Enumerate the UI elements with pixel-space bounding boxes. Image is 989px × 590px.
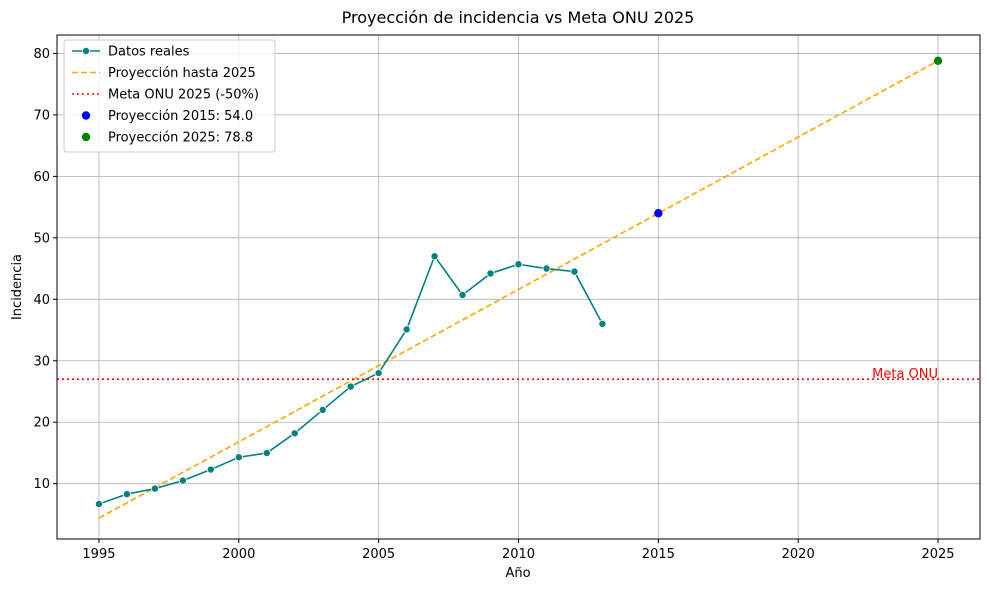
- real-data-point: [94, 499, 103, 508]
- real-data-point: [514, 260, 523, 269]
- legend-label: Proyección hasta 2025: [108, 66, 256, 81]
- x-tick-label: 2015: [642, 547, 675, 562]
- legend-label: Proyección 2015: 54.0: [108, 109, 253, 124]
- projection-2015-point: [654, 209, 663, 218]
- y-tick-label: 50: [33, 231, 50, 246]
- y-tick-label: 10: [33, 477, 50, 492]
- real-data-point: [290, 429, 299, 438]
- legend-box: [63, 39, 276, 153]
- x-tick-label: 2020: [782, 547, 815, 562]
- x-tick-label: 2010: [502, 547, 535, 562]
- legend-label: Meta ONU 2025 (-50%): [108, 88, 259, 103]
- real-data-point: [262, 448, 271, 457]
- x-tick-label: 2025: [921, 547, 954, 562]
- chart-title: Proyección de incidencia vs Meta ONU 202…: [342, 8, 695, 27]
- real-data-point: [150, 484, 159, 493]
- grid: [57, 35, 980, 539]
- real-data-point: [542, 264, 551, 273]
- x-axis-label: Año: [505, 566, 530, 581]
- legend-label: Datos reales: [108, 45, 190, 60]
- y-tick-label: 30: [33, 354, 50, 369]
- x-tick-label: 1995: [82, 547, 115, 562]
- y-tick-label: 60: [33, 170, 50, 185]
- y-axis-label: Incidencia: [10, 254, 25, 320]
- real-data-point: [430, 252, 439, 261]
- legend-label: Proyección 2025: 78.8: [108, 131, 253, 146]
- annotations: Meta ONU: [872, 367, 938, 382]
- real-data-point: [122, 490, 131, 499]
- real-data-point: [234, 453, 243, 462]
- x-tick-label: 2000: [222, 547, 255, 562]
- y-tick-label: 40: [33, 293, 50, 308]
- y-tick-label: 70: [33, 108, 50, 123]
- y-tick-label: 80: [33, 47, 50, 62]
- real-data-point: [346, 382, 355, 391]
- real-data-point: [402, 325, 411, 334]
- real-data-point: [206, 465, 215, 474]
- real-data-point: [570, 267, 579, 276]
- real-data-point: [458, 290, 467, 299]
- x-tick-label: 2005: [362, 547, 395, 562]
- un-goal-annotation: Meta ONU: [872, 367, 938, 382]
- real-data-point: [598, 319, 607, 328]
- projection-2025-point: [933, 56, 943, 66]
- legend: Datos reales Proyección hasta 2025 Meta ON…: [63, 39, 276, 153]
- series-layer: [57, 56, 980, 519]
- legend-handle-scatter: [81, 132, 91, 142]
- ticks: 1995 2000 2005 2010 2015 2020 2025 10 20 30 40 50 60…: [33, 47, 954, 562]
- legend-handle-scatter: [81, 111, 91, 120]
- y-tick-label: 20: [33, 416, 50, 431]
- projection-line: [98, 60, 939, 519]
- real-data-point: [374, 369, 383, 378]
- real-data-point: [486, 269, 495, 278]
- real-data-point: [318, 405, 327, 414]
- real-data-point: [178, 476, 187, 485]
- legend-marker-real: [82, 47, 91, 56]
